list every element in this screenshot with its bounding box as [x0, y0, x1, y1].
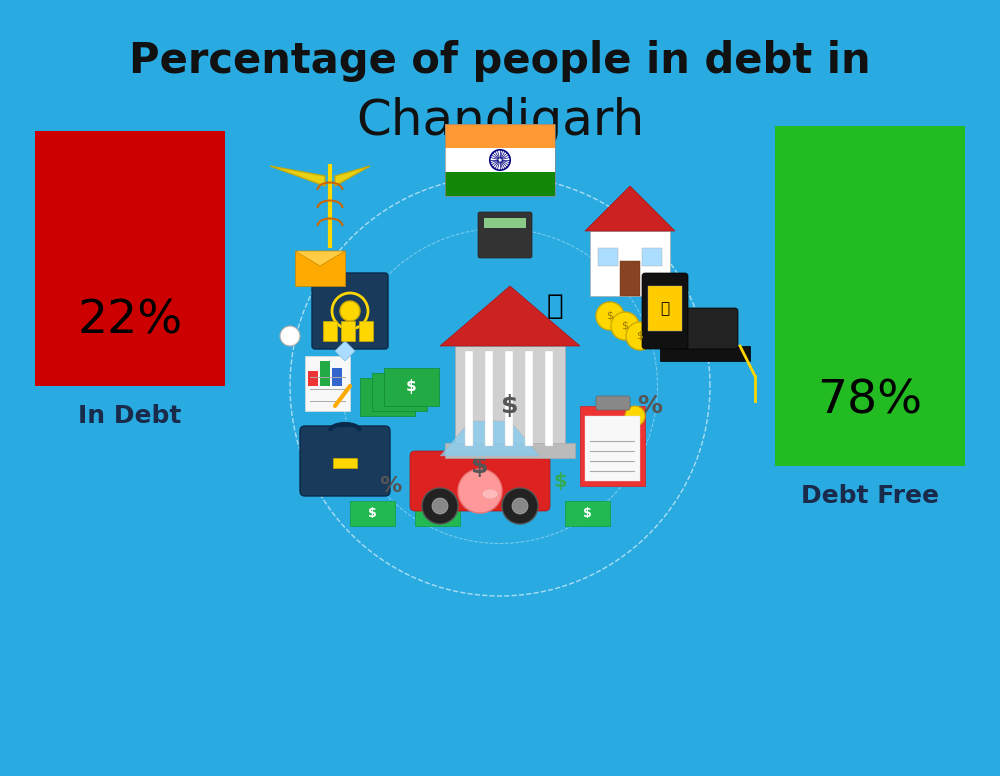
Text: $: $ — [394, 384, 404, 400]
Bar — [305, 356, 350, 411]
Bar — [465, 351, 473, 446]
Bar — [360, 378, 415, 416]
FancyBboxPatch shape — [300, 426, 390, 496]
Bar — [320, 361, 330, 386]
Circle shape — [502, 488, 538, 524]
Bar — [35, 131, 225, 386]
Circle shape — [290, 176, 710, 596]
Bar — [505, 351, 513, 446]
FancyBboxPatch shape — [312, 273, 388, 349]
Text: In Debt: In Debt — [78, 404, 182, 428]
Text: Percentage of people in debt in: Percentage of people in debt in — [129, 40, 871, 82]
Circle shape — [626, 322, 654, 350]
Text: $: $ — [382, 390, 392, 404]
Text: $: $ — [368, 508, 376, 521]
Bar — [585, 416, 640, 481]
Text: $: $ — [433, 508, 441, 521]
Bar — [332, 368, 342, 386]
Bar — [545, 351, 553, 446]
Bar — [485, 351, 493, 446]
Bar — [648, 286, 682, 331]
Bar — [323, 321, 337, 341]
FancyBboxPatch shape — [350, 501, 395, 526]
Bar — [372, 373, 427, 411]
Polygon shape — [585, 186, 675, 231]
Polygon shape — [440, 421, 540, 456]
Text: Chandigarh: Chandigarh — [356, 97, 644, 145]
Text: %: % — [638, 394, 662, 418]
Text: 🔑: 🔑 — [547, 292, 563, 320]
Text: 22%: 22% — [77, 299, 183, 344]
Text: $: $ — [406, 379, 416, 394]
Polygon shape — [335, 341, 355, 361]
Ellipse shape — [482, 489, 498, 499]
Bar — [525, 351, 533, 446]
Bar — [642, 248, 662, 266]
Bar — [445, 172, 555, 196]
Text: %: % — [379, 476, 401, 496]
Circle shape — [340, 301, 360, 321]
Bar — [359, 321, 373, 341]
Circle shape — [512, 498, 528, 514]
Bar — [580, 406, 645, 486]
Bar — [620, 261, 640, 296]
Bar — [445, 124, 555, 148]
Circle shape — [596, 302, 624, 330]
Text: $: $ — [471, 454, 489, 478]
Text: $: $ — [606, 311, 614, 321]
FancyBboxPatch shape — [415, 501, 460, 526]
Text: $: $ — [637, 331, 644, 341]
Bar — [598, 248, 618, 266]
Bar — [445, 124, 555, 196]
Bar — [384, 368, 439, 406]
FancyBboxPatch shape — [295, 251, 345, 286]
Bar — [341, 321, 355, 341]
Polygon shape — [440, 286, 580, 346]
Circle shape — [611, 312, 639, 340]
FancyBboxPatch shape — [478, 212, 532, 258]
Bar — [308, 371, 318, 386]
Text: $: $ — [583, 508, 591, 521]
Circle shape — [422, 488, 458, 524]
Circle shape — [280, 326, 300, 346]
Text: $: $ — [553, 472, 567, 490]
Circle shape — [458, 469, 502, 513]
FancyBboxPatch shape — [660, 346, 750, 361]
Bar — [484, 218, 526, 228]
Text: $: $ — [622, 321, 629, 331]
FancyBboxPatch shape — [596, 396, 630, 410]
Text: $: $ — [501, 394, 519, 418]
Text: 🏦: 🏦 — [660, 302, 670, 317]
Bar — [455, 346, 565, 446]
FancyBboxPatch shape — [672, 308, 738, 349]
Circle shape — [432, 498, 448, 514]
Text: Debt Free: Debt Free — [801, 484, 939, 508]
Bar — [445, 148, 555, 172]
FancyBboxPatch shape — [565, 501, 610, 526]
Circle shape — [625, 406, 645, 426]
Bar — [775, 126, 965, 466]
FancyBboxPatch shape — [642, 273, 688, 349]
Bar — [445, 443, 575, 458]
Bar — [590, 231, 670, 296]
Polygon shape — [295, 251, 345, 266]
FancyBboxPatch shape — [410, 451, 550, 511]
Polygon shape — [335, 166, 370, 186]
Bar — [333, 458, 357, 468]
Text: 78%: 78% — [817, 379, 923, 424]
Polygon shape — [270, 166, 325, 186]
